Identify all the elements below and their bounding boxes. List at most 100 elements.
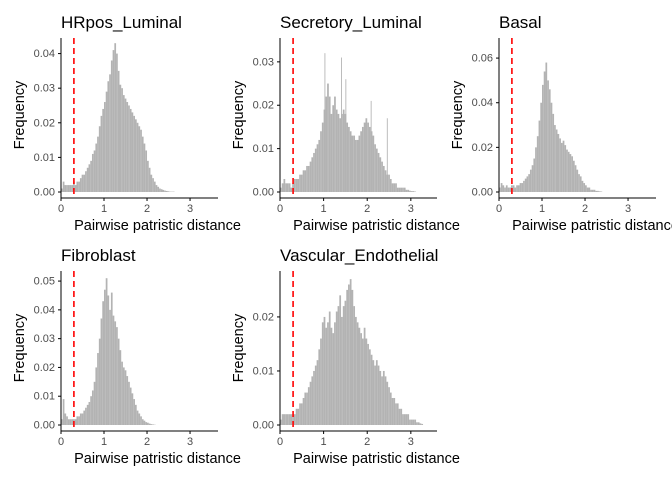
histogram-bar <box>102 301 104 425</box>
histogram-bar <box>362 339 364 425</box>
y-tick-label: 0.02 <box>34 362 55 374</box>
histogram-bar <box>68 419 70 425</box>
histogram-bar <box>310 382 312 425</box>
histogram-bar <box>150 175 152 192</box>
histogram-bar <box>501 183 503 192</box>
histogram-bar <box>132 112 134 192</box>
histogram-bar <box>414 420 416 425</box>
histogram-bar <box>402 188 404 192</box>
histogram-bar <box>137 411 139 425</box>
histogram-bar <box>388 175 390 192</box>
histogram-bar <box>82 175 84 192</box>
histogram-bar <box>109 310 111 425</box>
histogram-bar <box>282 183 284 192</box>
histogram-bar <box>533 159 535 192</box>
histogram-bar <box>113 316 115 425</box>
histogram-bar <box>106 278 108 425</box>
histogram-bar <box>568 152 570 192</box>
y-tick-label: 0.03 <box>34 333 55 345</box>
histogram-bar <box>544 71 546 192</box>
histogram-bar <box>413 191 415 192</box>
histogram-bar <box>297 179 299 192</box>
y-axis-label: Frequency <box>12 313 28 382</box>
histogram-bar <box>109 74 111 192</box>
x-tick-label: 2 <box>582 203 588 215</box>
histogram-bar <box>353 306 355 425</box>
histogram-bar <box>145 150 147 192</box>
histogram-bar <box>559 138 561 192</box>
histogram-bar <box>359 136 361 192</box>
histogram-bar <box>411 191 413 192</box>
histogram-bar <box>324 317 326 425</box>
histogram-bar <box>123 95 125 192</box>
histogram-bar <box>125 99 127 192</box>
histogram-bar <box>320 131 322 192</box>
histogram-bar <box>327 322 329 425</box>
y-tick-label: 0.02 <box>472 142 493 154</box>
histogram-bar <box>381 376 383 425</box>
histogram-bar <box>157 187 159 192</box>
histogram-bar <box>360 131 362 192</box>
histogram-bar <box>64 185 66 192</box>
histogram-bar <box>516 185 518 192</box>
histogram-bar <box>168 191 170 192</box>
histogram-bar <box>322 123 324 192</box>
histogram-bar <box>407 190 409 192</box>
histogram-bar <box>518 185 520 192</box>
histogram-bar <box>339 295 341 425</box>
histogram-bar <box>106 92 108 192</box>
histogram-bar <box>352 290 354 425</box>
histogram-bar <box>296 409 298 425</box>
y-tick-label: 0.04 <box>34 48 55 60</box>
histogram-bar <box>346 290 348 425</box>
histogram-bar <box>594 190 596 192</box>
histogram-bar <box>520 183 522 192</box>
histogram-bar <box>397 403 399 425</box>
histogram-bar <box>595 191 597 192</box>
histogram-bar <box>111 293 113 425</box>
histogram-bar <box>385 170 387 192</box>
histogram-bar <box>336 312 338 425</box>
histogram-bar <box>564 145 566 192</box>
histogram-bar <box>325 328 327 425</box>
histogram-bar <box>502 185 504 192</box>
histogram-bar <box>506 185 508 192</box>
x-axis-label: Pairwise patristic distance <box>512 218 672 234</box>
histogram-bar <box>147 423 149 425</box>
histogram-bar <box>130 109 132 192</box>
x-tick-label: 3 <box>408 203 414 215</box>
y-tick-label: 0.03 <box>34 83 55 95</box>
histogram-bar <box>306 166 308 192</box>
histogram-bar <box>341 317 343 425</box>
histogram-bar <box>357 140 359 192</box>
histogram-bar <box>99 339 101 425</box>
panel-title: Vascular_Endothelial <box>280 246 438 265</box>
histogram-bar <box>588 188 590 192</box>
histogram-bar <box>331 328 333 425</box>
histogram-bar <box>504 188 506 192</box>
histogram-bar <box>104 102 106 192</box>
x-tick-label: 2 <box>144 203 150 215</box>
histogram-bar <box>385 376 387 425</box>
histogram-bar <box>283 414 285 425</box>
histogram-bar <box>406 190 408 192</box>
histogram-bar <box>147 161 149 192</box>
histogram-bar <box>97 353 99 425</box>
histogram-bar <box>400 188 402 192</box>
y-tick-label: 0.01 <box>253 365 274 377</box>
histogram-bar <box>318 140 320 192</box>
histogram-bar <box>583 183 585 192</box>
histogram-bar <box>78 416 80 425</box>
histogram-bar <box>585 185 587 192</box>
histogram-bar <box>154 182 156 192</box>
histogram-bar <box>590 190 592 192</box>
y-axis-label: Frequency <box>12 80 28 149</box>
histogram-bar <box>166 191 168 192</box>
histogram-bar <box>318 349 320 425</box>
y-axis-label: Frequency <box>231 313 247 382</box>
histogram-bar <box>576 170 578 192</box>
histogram-bar <box>341 58 342 192</box>
